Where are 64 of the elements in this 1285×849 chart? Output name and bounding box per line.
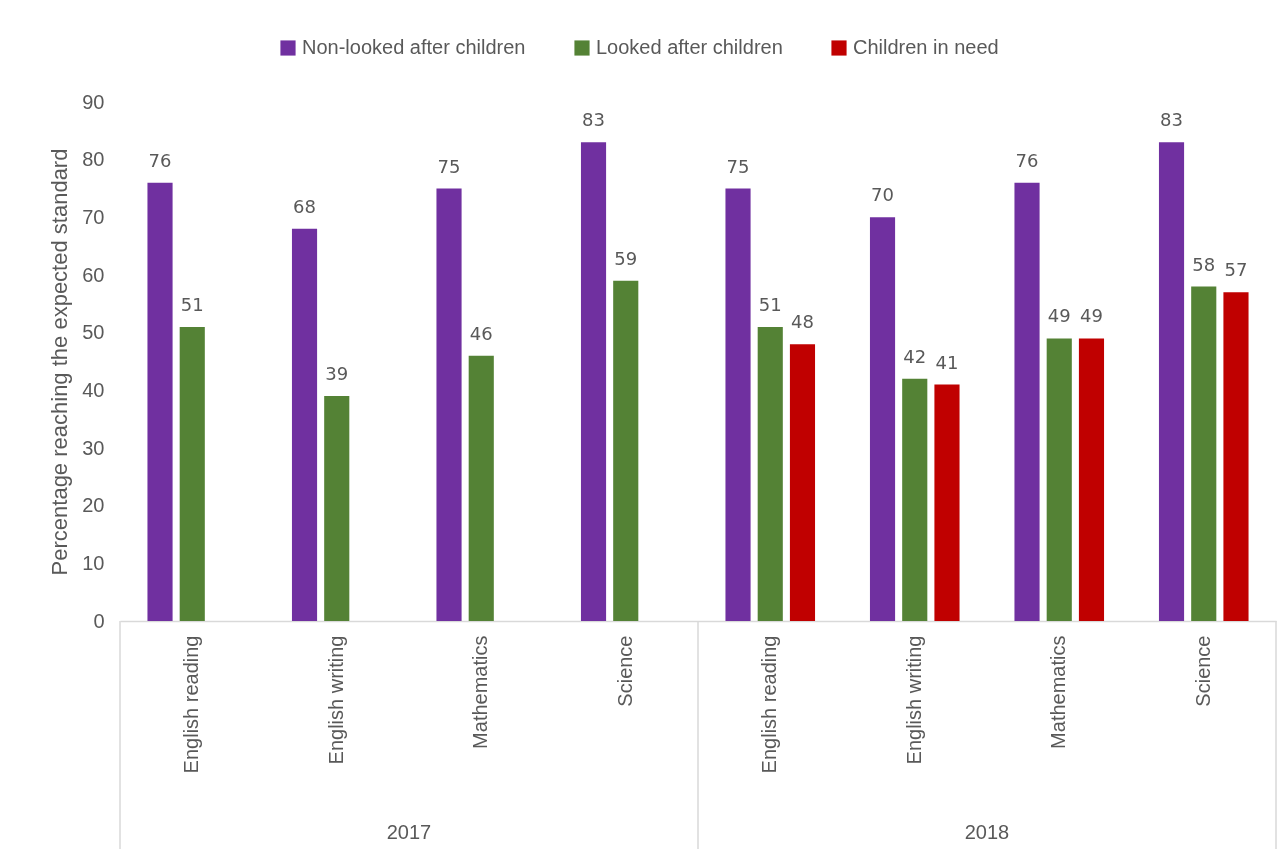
data-label: 49 — [1047, 305, 1071, 327]
legend-label: Children in need — [853, 36, 999, 58]
bar — [757, 326, 783, 621]
data-label: 83 — [582, 109, 605, 131]
y-tick-label: 30 — [82, 436, 105, 459]
x-tick-label: English reading — [758, 635, 781, 774]
bar — [902, 378, 928, 621]
text: 2018 — [964, 821, 1010, 843]
x-tick-label: Science — [1191, 635, 1214, 707]
bar — [1046, 338, 1072, 621]
data-label: 59 — [614, 247, 638, 269]
y-tick-label: 90 — [82, 90, 105, 113]
y-tick-label: 10 — [82, 551, 105, 574]
bar — [1078, 338, 1105, 621]
bar — [1191, 286, 1217, 621]
data-label: 70 — [871, 184, 894, 206]
data-label: 51 — [180, 293, 204, 315]
x-tick-label: Mathematics — [469, 635, 492, 749]
legend-label: Non-looked after children — [302, 36, 526, 58]
bar — [725, 188, 751, 621]
bar — [789, 344, 816, 621]
y-tick-label: 50 — [82, 321, 105, 344]
data-label: 39 — [325, 363, 349, 385]
x-tick-label: English writing — [324, 635, 347, 765]
y-tick-label: 60 — [82, 263, 105, 286]
data-label: 48 — [791, 311, 814, 333]
bar — [291, 228, 318, 621]
bar — [179, 326, 205, 621]
data-label: 75 — [726, 155, 750, 177]
data-label: 76 — [148, 149, 172, 171]
data-label: 42 — [903, 345, 927, 367]
bar — [1158, 142, 1185, 621]
y-tick-label: 40 — [82, 378, 105, 401]
bar — [436, 188, 462, 621]
bar — [869, 217, 896, 621]
x-tick-label: Science — [613, 635, 636, 707]
legend-label: Looked after children — [596, 36, 783, 58]
data-label: 76 — [1015, 149, 1039, 171]
x-tick-label: English reading — [180, 635, 203, 774]
data-label: 83 — [1160, 109, 1183, 131]
bar — [324, 396, 350, 621]
y-tick-label: 70 — [82, 205, 105, 228]
y-tick-label: 80 — [82, 148, 105, 171]
y-tick-label: 0 — [93, 609, 105, 632]
text: 2017 — [386, 821, 432, 843]
data-label: 75 — [437, 155, 461, 177]
y-axis-title: Percentage reaching the expected standard — [47, 148, 73, 576]
bar — [1014, 182, 1040, 621]
bar — [1223, 292, 1249, 621]
data-label: 41 — [935, 351, 959, 373]
bar — [580, 142, 607, 621]
data-label: 51 — [758, 293, 782, 315]
data-label: 49 — [1080, 305, 1103, 327]
data-label: 58 — [1192, 253, 1216, 275]
bar — [468, 355, 494, 621]
bar — [613, 280, 639, 621]
y-tick-label: 20 — [82, 494, 105, 517]
bar — [147, 182, 173, 621]
x-tick-label: Mathematics — [1047, 635, 1070, 749]
data-label: 46 — [469, 322, 493, 344]
data-label: 57 — [1224, 259, 1248, 281]
bar — [934, 384, 960, 621]
x-tick-label: English writing — [902, 635, 925, 765]
data-label: 68 — [293, 195, 316, 217]
